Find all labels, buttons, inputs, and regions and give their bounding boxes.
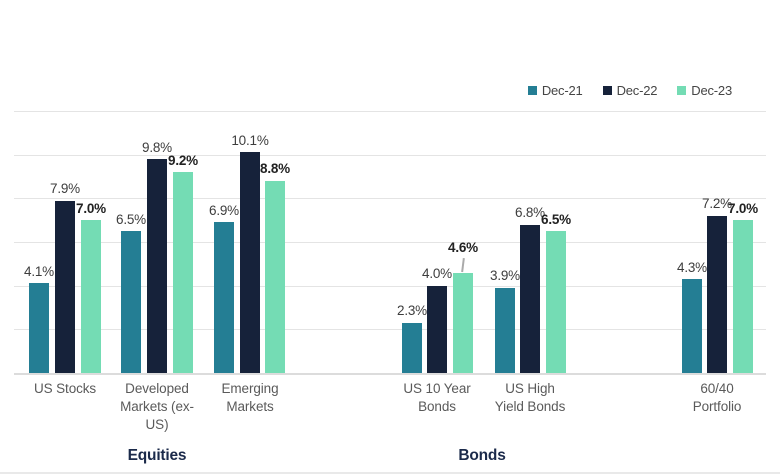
bar-dec-22-6[interactable]	[707, 215, 727, 373]
legend-label: Dec-23	[691, 83, 732, 98]
legend-item-dec-21[interactable]: Dec-21	[527, 83, 583, 98]
bar-value-label: 6.5%	[116, 211, 146, 227]
group-label-equities: Equities	[127, 447, 187, 464]
bar-dec-21-1[interactable]	[29, 283, 49, 373]
gridline	[14, 111, 766, 112]
legend-item-dec-22[interactable]: Dec-22	[602, 83, 658, 98]
category-label-6: 60/40 Portfolio	[692, 381, 742, 414]
bar-dec-21-2[interactable]	[121, 231, 141, 373]
bar-value-label: 2.3%	[397, 303, 427, 319]
bar-dec-21-4[interactable]	[402, 322, 422, 373]
bar-value-label: 7.2%	[702, 196, 732, 212]
category-label-4: US 10 Year Bonds	[403, 381, 471, 414]
bar-value-label: 7.0%	[728, 200, 758, 216]
bar-dec-22-5[interactable]	[520, 224, 540, 373]
bar-value-label: 4.3%	[677, 259, 707, 275]
bar-dec-22-2[interactable]	[147, 159, 167, 373]
bar-value-label: 7.9%	[50, 181, 80, 197]
bar-dec-23-5[interactable]	[546, 231, 566, 373]
x-axis-baseline	[14, 373, 766, 375]
legend-label: Dec-22	[616, 83, 658, 98]
category-label-3: Emerging Markets	[221, 381, 279, 414]
bar-value-label: 9.2%	[168, 152, 198, 168]
category-label-5: US High Yield Bonds	[494, 381, 566, 414]
bar-dec-23-1[interactable]	[81, 220, 101, 373]
category-label-1: US Stocks	[33, 381, 97, 396]
legend-swatch-icon	[527, 86, 537, 95]
bar-value-label: 9.8%	[142, 139, 172, 155]
legend-item-dec-23[interactable]: Dec-23	[677, 83, 732, 98]
bar-value-label: 10.1%	[231, 132, 269, 148]
bar-dec-22-1[interactable]	[55, 200, 75, 373]
bar-value-label: 4.0%	[422, 266, 452, 282]
bar-dec-23-4[interactable]	[453, 272, 473, 373]
bar-dec-23-2[interactable]	[173, 172, 193, 373]
gridline	[14, 242, 766, 243]
bar-value-label: 7.0%	[76, 200, 106, 216]
group-label-bonds: Bonds	[458, 447, 506, 464]
chart-legend: Dec-21 Dec-22 Dec-23	[527, 83, 732, 98]
category-label-2: Developed Markets (ex- US)	[120, 381, 194, 432]
bar-dec-23-3[interactable]	[265, 180, 285, 373]
bar-dec-22-4[interactable]	[427, 285, 447, 373]
gridline	[14, 329, 766, 331]
bar-dec-21-6[interactable]	[682, 279, 702, 373]
gridline	[14, 198, 766, 200]
gridline	[14, 154, 766, 156]
legend-swatch-icon	[677, 86, 687, 95]
bar-value-label: 6.5%	[541, 211, 571, 227]
gridline	[14, 285, 766, 287]
legend-label: Dec-21	[541, 83, 583, 98]
legend-swatch-icon	[602, 86, 612, 95]
bar-value-label: 6.8%	[515, 205, 545, 221]
bar-value-label: 4.1%	[24, 263, 54, 279]
bar-dec-21-5[interactable]	[495, 287, 515, 373]
bar-value-label: 8.8%	[260, 161, 290, 177]
bar-dec-22-3[interactable]	[240, 152, 260, 373]
bar-value-label: 6.9%	[209, 202, 239, 218]
bar-value-label: 3.9%	[490, 268, 520, 284]
bar-dec-21-3[interactable]	[214, 222, 234, 373]
bottom-divider	[0, 472, 780, 474]
bar-dec-23-6[interactable]	[733, 220, 753, 373]
bar-value-label: 4.6%	[448, 240, 478, 256]
callout-leader-line	[461, 257, 465, 272]
